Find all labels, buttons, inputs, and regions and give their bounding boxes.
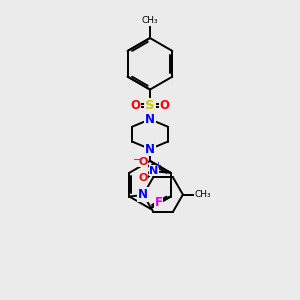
Text: F: F	[155, 196, 163, 209]
Text: O: O	[138, 157, 148, 167]
Text: S: S	[145, 99, 155, 112]
Text: +: +	[154, 161, 161, 170]
Text: CH₃: CH₃	[142, 16, 158, 25]
Text: N: N	[145, 142, 155, 155]
Text: O: O	[138, 173, 148, 183]
Text: −: −	[133, 155, 141, 165]
Text: N: N	[145, 113, 155, 126]
Text: O: O	[160, 99, 170, 112]
Text: N: N	[138, 188, 148, 201]
Text: O: O	[130, 99, 140, 112]
Text: CH₃: CH₃	[194, 190, 211, 199]
Text: N: N	[149, 166, 158, 176]
